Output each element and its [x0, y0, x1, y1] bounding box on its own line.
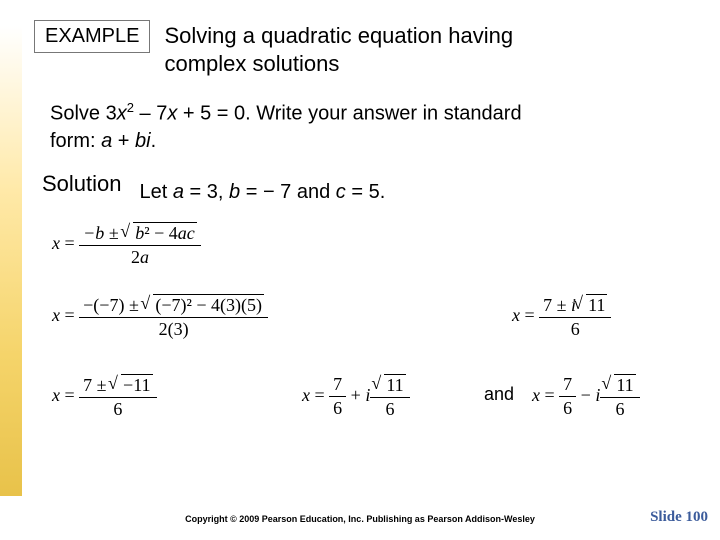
numerator: 7 [329, 374, 346, 396]
var-a: a [101, 130, 112, 152]
copyright-text: Copyright © 2009 Pearson Education, Inc.… [0, 514, 720, 524]
let-text: = − 7 and [240, 181, 336, 203]
let-text: = 5. [346, 181, 385, 203]
denominator: 6 [370, 397, 409, 420]
denominator: 6 [79, 397, 156, 420]
plus: + [346, 385, 365, 405]
equation-substituted: x = −(−7) ± (−7)² − 4(3)(5)2(3) [52, 294, 268, 340]
eq-sign: = [60, 385, 79, 405]
problem-text: . [151, 130, 157, 152]
var-x: x [117, 103, 127, 125]
var-x: x [52, 233, 60, 253]
numerator: 7 [559, 374, 576, 396]
equation-answer-plus: x = 76 + i116 [302, 374, 410, 420]
problem-statement: Solve 3x2 – 7x + 5 = 0. Write your answe… [50, 99, 710, 155]
and-label: and [484, 384, 514, 405]
eq-sign: = [60, 233, 79, 253]
equation-quadratic-formula: x = −b ± b² − 4ac2a [52, 222, 201, 268]
var-c: c [336, 181, 346, 203]
denominator: 6 [329, 396, 346, 419]
equations-area: x = −b ± b² − 4ac2a x = −(−7) ± (−7)² − … [22, 222, 710, 442]
let-statement: Let a = 3, b = − 7 and c = 5. [140, 171, 386, 204]
var-x: x [302, 385, 310, 405]
equation-sqrt-negative: x = 7 ± −116 [52, 374, 157, 420]
var-x: x [167, 103, 177, 125]
var-x: x [512, 305, 520, 325]
problem-text: + [112, 130, 135, 152]
solution-heading: Solution [42, 171, 122, 197]
problem-text: + 5 = 0. Write your answer in standard [177, 103, 521, 125]
equation-simplified-complex: x = 7 ± i116 [512, 294, 611, 340]
let-text: = 3, [184, 181, 229, 203]
title-line-1: Solving a quadratic equation having [164, 23, 513, 48]
var-bi: bi [135, 130, 151, 152]
denominator: 6 [600, 397, 639, 420]
solution-row: Solution Let a = 3, b = − 7 and c = 5. [42, 171, 710, 204]
equation-answer-minus: x = 76 − i116 [532, 374, 640, 420]
eq-sign: = [60, 305, 79, 325]
header-row: EXAMPLE Solving a quadratic equation hav… [34, 20, 710, 77]
problem-text: – 7 [134, 103, 167, 125]
title-line-2: complex solutions [164, 51, 339, 76]
denominator: 6 [539, 317, 611, 340]
radicand: 11 [614, 374, 635, 396]
left-gradient-bar [0, 26, 22, 496]
var-x: x [532, 385, 540, 405]
slide-title: Solving a quadratic equation having comp… [164, 20, 513, 77]
var-x: x [52, 385, 60, 405]
radicand: 11 [384, 374, 405, 396]
var-a: a [173, 181, 184, 203]
exponent: 2 [127, 100, 134, 115]
slide-number: Slide 100 [650, 509, 708, 526]
denominator: 6 [559, 396, 576, 419]
minus: − [576, 385, 595, 405]
var-x: x [52, 305, 60, 325]
let-text: Let [140, 181, 173, 203]
example-badge: EXAMPLE [34, 20, 150, 53]
var-b: b [229, 181, 240, 203]
eq-sign: = [540, 385, 559, 405]
eq-sign: = [310, 385, 329, 405]
eq-sign: = [520, 305, 539, 325]
problem-text: form: [50, 130, 101, 152]
problem-text: Solve 3 [50, 103, 117, 125]
slide-content: EXAMPLE Solving a quadratic equation hav… [22, 20, 710, 442]
